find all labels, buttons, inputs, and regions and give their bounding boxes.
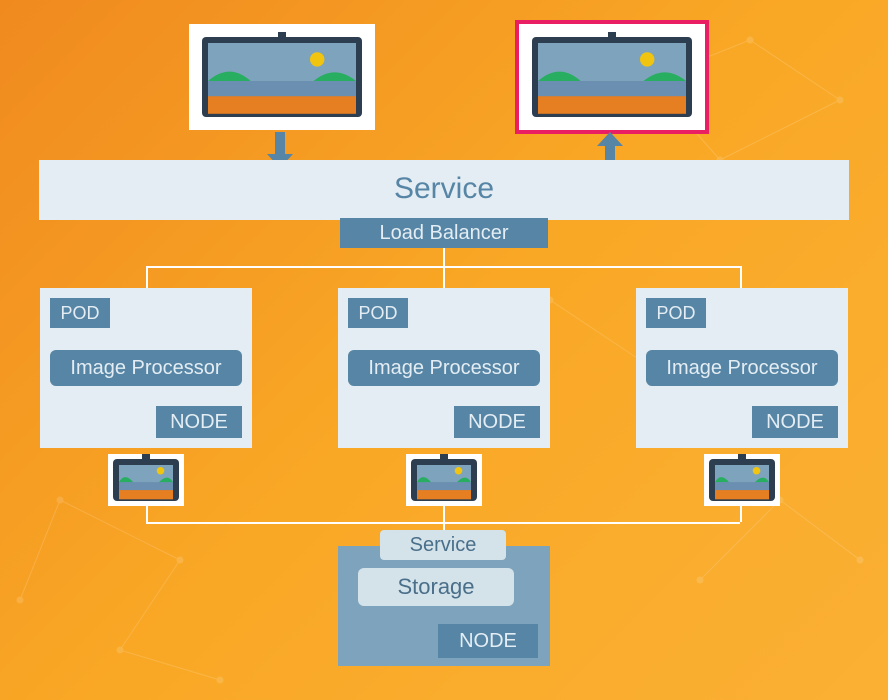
- service-title: Service: [39, 172, 849, 206]
- load-balancer-chip: Load Balancer: [340, 218, 548, 248]
- connector-line: [443, 266, 445, 288]
- processed-image-icon: [704, 454, 780, 506]
- storage-node-chip: NODE: [438, 624, 538, 658]
- node-chip: NODE: [156, 406, 242, 438]
- connector-line: [146, 266, 148, 288]
- connector-line: [740, 506, 742, 522]
- processed-image-icon: [406, 454, 482, 506]
- processed-image-icon: [108, 454, 184, 506]
- pod-panel: POD Image Processor NODE: [636, 288, 848, 448]
- image-processor-chip: Image Processor: [50, 350, 242, 386]
- storage-service-chip: Service: [380, 530, 506, 560]
- connector-line: [443, 248, 445, 266]
- connector-line: [146, 506, 148, 522]
- image-processor-chip: Image Processor: [646, 350, 838, 386]
- storage-chip: Storage: [358, 568, 514, 606]
- node-chip: NODE: [454, 406, 540, 438]
- node-chip: NODE: [752, 406, 838, 438]
- input-image-icon: [189, 24, 375, 130]
- connector-line: [740, 266, 742, 288]
- image-processor-chip: Image Processor: [348, 350, 540, 386]
- output-image-icon: [519, 24, 705, 130]
- connector-line: [443, 506, 445, 522]
- service-bar: Service: [39, 160, 849, 220]
- pod-label-chip: POD: [646, 298, 706, 328]
- pod-panel: POD Image Processor NODE: [338, 288, 550, 448]
- pod-label-chip: POD: [50, 298, 110, 328]
- pod-label-chip: POD: [348, 298, 408, 328]
- pod-panel: POD Image Processor NODE: [40, 288, 252, 448]
